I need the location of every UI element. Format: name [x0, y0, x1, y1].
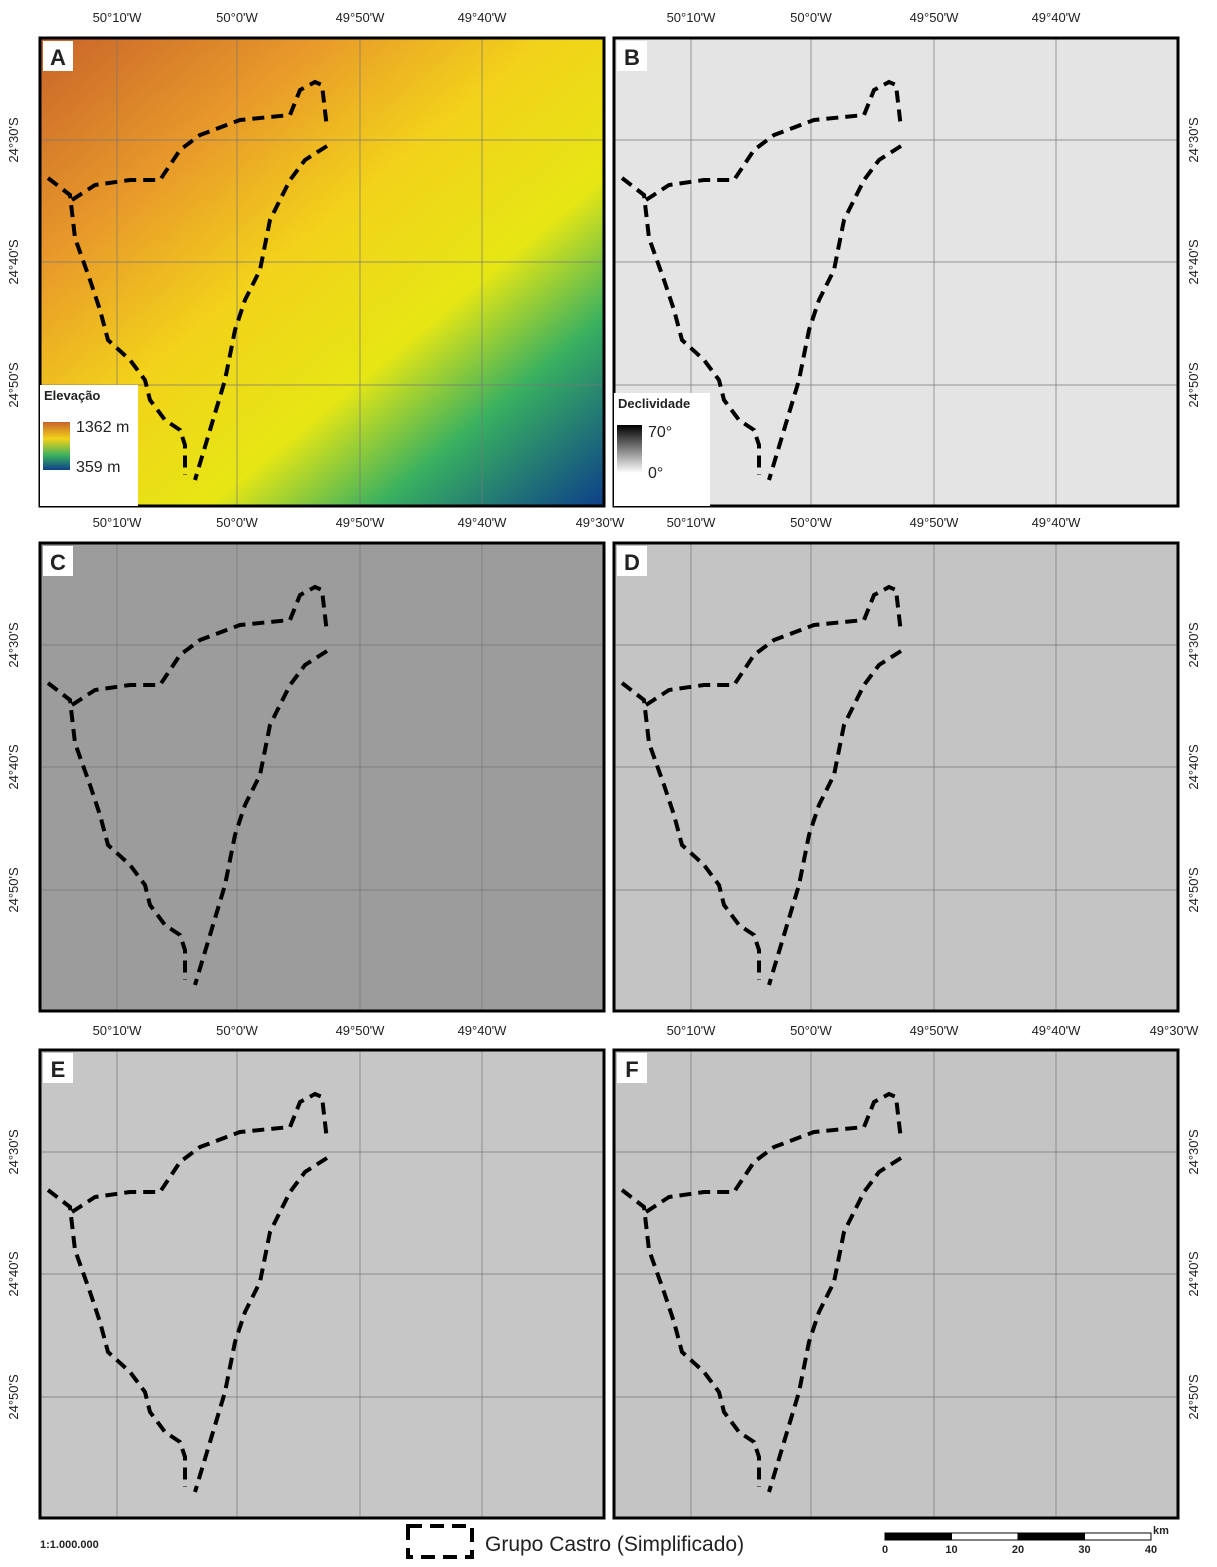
map-panel — [614, 1050, 1178, 1518]
figure: A 24°30'S 24°40'S 24°50'S B 24°30'S 24°40'S 24°… — [0, 0, 1217, 1562]
lon-label: 50°10'W — [93, 515, 143, 530]
legend-label: Grupo Castro (Simplificado) — [485, 1533, 744, 1556]
lon-label: 49°30'W — [576, 515, 626, 530]
lon-label: 50°10'W — [93, 1023, 143, 1038]
legend-symbol — [408, 1526, 472, 1557]
panel-letter: F — [625, 1057, 638, 1082]
lon-label: 50°0'W — [216, 515, 258, 530]
lat-label: 24°40'S — [1186, 744, 1201, 790]
panel-letter: D — [624, 550, 640, 575]
lon-label: 49°50'W — [910, 10, 960, 25]
map-panel — [40, 1050, 604, 1518]
lon-label: 49°40'W — [458, 515, 508, 530]
lat-label: 24°50'S — [1186, 867, 1201, 913]
lat-label: 24°30'S — [6, 117, 21, 163]
panel-letter: C — [50, 550, 66, 575]
legend-title: Declividade — [618, 396, 690, 411]
lat-label: 24°30'S — [6, 1129, 21, 1175]
lon-label: 49°40'W — [458, 1023, 508, 1038]
legend-title: Elevação — [44, 388, 100, 403]
lat-label: 24°50'S — [6, 1374, 21, 1420]
lon-label: 50°10'W — [667, 515, 717, 530]
scalebar-unit: km — [1153, 1525, 1169, 1537]
scalebar-tick: 10 — [945, 1544, 957, 1556]
lon-label: 50°0'W — [790, 515, 832, 530]
lon-label: 49°50'W — [336, 1023, 386, 1038]
lat-label: 24°40'S — [1186, 239, 1201, 285]
lon-label: 49°40'W — [1032, 515, 1082, 530]
scale-ratio: 1:1.000.000 — [40, 1539, 99, 1551]
legend-ramp — [43, 422, 70, 470]
map-panel — [40, 543, 604, 1011]
lon-label: 49°40'W — [458, 10, 508, 25]
lon-label: 49°50'W — [336, 515, 386, 530]
lat-label: 24°40'S — [6, 239, 21, 285]
lat-label: 24°50'S — [6, 362, 21, 408]
lon-label: 50°0'W — [790, 10, 832, 25]
panel-letter: B — [624, 45, 640, 70]
lon-label: 49°40'W — [1032, 1023, 1082, 1038]
panel-letter: E — [51, 1057, 66, 1082]
lon-label: 49°50'W — [910, 515, 960, 530]
lat-label: 24°30'S — [1186, 1129, 1201, 1175]
scalebar-segment — [952, 1533, 1019, 1540]
scalebar-tick: 0 — [882, 1544, 888, 1556]
lat-label: 24°30'S — [1186, 622, 1201, 668]
lon-label: 49°50'W — [910, 1023, 960, 1038]
lon-label: 49°30'W — [1150, 1023, 1200, 1038]
lat-label: 24°50'S — [6, 867, 21, 913]
lon-label: 50°0'W — [216, 1023, 258, 1038]
lon-label: 50°10'W — [93, 10, 143, 25]
scalebar-segment — [885, 1533, 952, 1540]
scalebar-tick: 30 — [1078, 1544, 1090, 1556]
lon-label: 50°10'W — [667, 1023, 717, 1038]
lat-label: 24°50'S — [1186, 1374, 1201, 1420]
lon-label: 50°0'W — [790, 1023, 832, 1038]
panel-letter: A — [50, 45, 66, 70]
scalebar-segment — [1018, 1533, 1085, 1540]
lat-label: 24°30'S — [6, 622, 21, 668]
lon-label: 49°40'W — [1032, 10, 1082, 25]
legend-max: 70° — [648, 424, 672, 441]
lat-label: 24°40'S — [6, 744, 21, 790]
legend-ramp — [617, 425, 642, 473]
lon-label: 50°10'W — [667, 10, 717, 25]
legend-min: 0° — [648, 465, 663, 482]
lat-label: 24°50'S — [1186, 362, 1201, 408]
lon-label: 49°50'W — [336, 10, 386, 25]
legend-max: 1362 m — [76, 419, 129, 436]
scalebar-tick: 40 — [1145, 1544, 1157, 1556]
scalebar-tick: 20 — [1012, 1544, 1024, 1556]
lat-label: 24°30'S — [1186, 117, 1201, 163]
lat-label: 24°40'S — [6, 1251, 21, 1297]
lat-label: 24°40'S — [1186, 1251, 1201, 1297]
lon-label: 50°0'W — [216, 10, 258, 25]
scalebar-segment — [1085, 1533, 1152, 1540]
map-panel — [614, 543, 1178, 1011]
legend-min: 359 m — [76, 459, 120, 476]
